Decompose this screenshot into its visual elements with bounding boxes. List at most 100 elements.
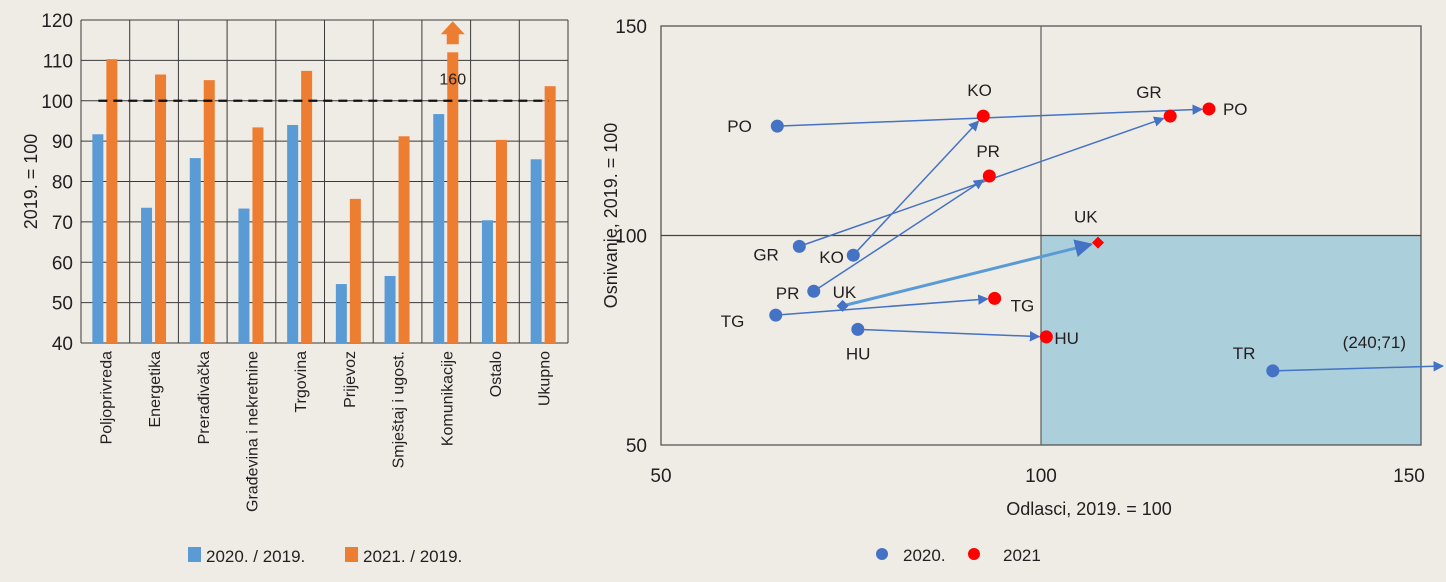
y-tick-label: 120 (41, 11, 73, 32)
point-label-2020: GR (753, 245, 779, 264)
bar-2020 (92, 134, 104, 343)
point-label-2021: KO (967, 81, 992, 100)
x-category-label: Prijevoz (342, 351, 359, 408)
point-label-2020: PO (727, 117, 752, 136)
y-axis-title: Osnivanje, 2019. = 100 (601, 123, 621, 309)
legend-label-2021: 2021. / 2019. (363, 547, 462, 566)
arrow-po (777, 104, 1204, 127)
bar-2021 (203, 80, 215, 343)
y-axis-title: 2019. = 100 (21, 134, 41, 230)
point-label-2020: HU (846, 344, 871, 363)
y-tick-label: 50 (626, 436, 647, 457)
y-tick-label: 60 (52, 253, 73, 274)
bar-2020 (384, 275, 396, 343)
point-2021-ko (976, 109, 990, 123)
bar-2020 (141, 207, 153, 343)
point-2020-tr (1266, 364, 1280, 378)
point-2021-pr (982, 169, 996, 183)
x-tick-label: 100 (1025, 466, 1057, 487)
bar-2021 (106, 59, 118, 343)
point-2021-hu (1039, 330, 1053, 344)
bar-2020 (238, 208, 250, 343)
point-2020-gr (792, 239, 806, 253)
y-tick-label: 90 (52, 132, 73, 153)
legend-swatch-2020 (188, 547, 201, 562)
x-tick-label: 50 (650, 466, 671, 487)
bar-2021 (301, 70, 313, 343)
legend-label-2021: 2021 (1003, 546, 1041, 565)
x-axis-title: Odlasci, 2019. = 100 (1006, 499, 1172, 519)
y-tick-label: 50 (52, 294, 73, 315)
point-2020-tg (769, 308, 783, 322)
x-category-label: Ukupno (537, 351, 554, 406)
shaded-quadrant (1041, 235, 1421, 445)
point-label-2021: PO (1223, 100, 1248, 119)
y-tick-label: 110 (43, 51, 73, 72)
y-tick-label: 70 (52, 213, 73, 234)
point-label-2021: TG (1011, 296, 1035, 315)
bar-2021 (544, 86, 556, 343)
arrow-tg (775, 294, 989, 316)
point-label-2020: TG (721, 312, 745, 331)
bar-2021 (155, 74, 167, 343)
bar-2021 (447, 52, 459, 344)
scatter-chart: 50 100 150 50 100 150 Odlasci, 2019. = 100 Osni… (601, 17, 1445, 565)
bar-chart: 40 50 60 70 80 90 100 110 120 Poljoprivreda Energe… (21, 11, 569, 566)
point-label-2021: PR (976, 142, 1000, 161)
arrow-uk (842, 239, 1093, 308)
bar-2021 (349, 198, 361, 343)
legend-marker-2021 (968, 548, 980, 560)
point-2021-uk (1092, 236, 1104, 249)
point-2021-gr (1163, 109, 1177, 123)
legend-label-2020: 2020. (903, 546, 946, 565)
arrow-gr (799, 116, 1165, 248)
arrow-hu (857, 328, 1041, 342)
bar-2020 (287, 124, 299, 343)
x-category-label: Komunikacije (439, 351, 456, 446)
point-label-2021: UK (1074, 208, 1098, 227)
point-label-2020: UK (833, 283, 857, 302)
legend-label-2020: 2020. / 2019. (206, 547, 305, 566)
point-label-2020: KO (819, 248, 844, 267)
y-tick-label: 80 (52, 173, 73, 194)
point-2020-po (770, 119, 784, 133)
x-category-label: Smještaj i ugost. (391, 351, 408, 468)
x-category-label: Prerađivačka (196, 351, 213, 444)
point-2020-uk (836, 299, 849, 312)
point-label-2020: PR (776, 284, 800, 303)
point-label-2021: GR (1136, 83, 1162, 102)
x-category-label: Energetika (147, 351, 164, 428)
legend-marker-2020 (876, 548, 888, 560)
bar-2020 (530, 159, 542, 343)
bar-2021 (252, 127, 264, 344)
point-label-2021: HU (1054, 329, 1079, 348)
bar-2020 (481, 220, 493, 343)
x-category-label: Poljoprivreda (98, 351, 115, 444)
bar-2020 (335, 284, 347, 343)
point-2021-po (1202, 102, 1216, 116)
y-tick-label: 150 (615, 17, 647, 38)
point-label-2020: TR (1233, 344, 1256, 363)
y-tick-label: 100 (615, 227, 647, 248)
arrow-tr (1272, 361, 1445, 372)
x-category-label: Ostalo (488, 351, 505, 397)
x-tick-label: 150 (1393, 466, 1425, 487)
offscale-value-label: (240;71) (1343, 333, 1406, 352)
x-category-label: Trgovina (293, 351, 310, 413)
offscale-up-arrow-icon (440, 21, 465, 45)
point-2020-pr (807, 284, 821, 298)
point-2020-ko (846, 248, 860, 262)
y-tick-label: 100 (41, 92, 73, 113)
legend-swatch-2021 (345, 547, 358, 562)
point-2021-tg (988, 291, 1002, 305)
bar-data-label: 160 (439, 72, 466, 89)
bar-2020 (189, 158, 201, 343)
arrow-ko (852, 120, 980, 256)
bar-2021 (398, 136, 410, 343)
x-category-label: Građevina i nekretnine (244, 351, 261, 512)
arrow-pr (813, 179, 985, 292)
bar-2020 (433, 114, 445, 343)
point-2020-hu (851, 322, 865, 336)
bar-2021 (495, 139, 507, 343)
